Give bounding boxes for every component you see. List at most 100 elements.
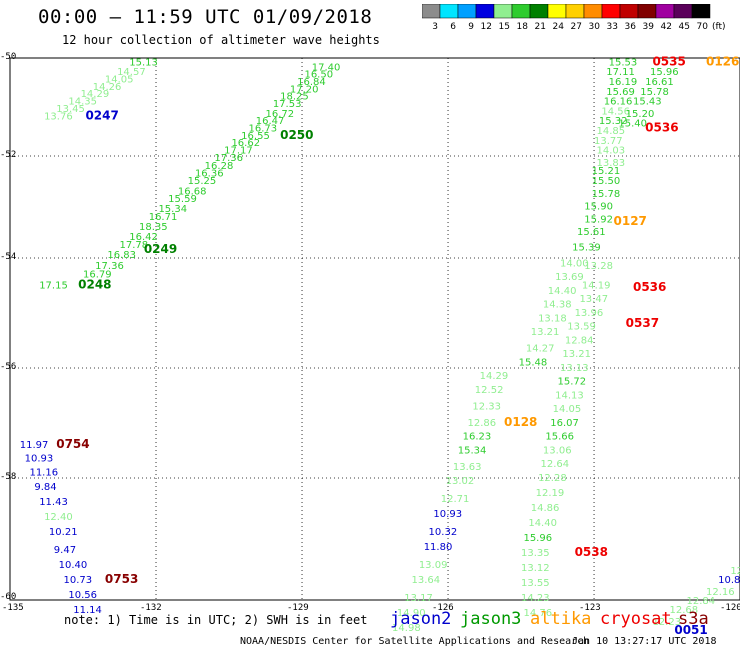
wave-height-value: 15.21 bbox=[592, 166, 621, 177]
wave-height-value: 14.40 bbox=[528, 518, 557, 529]
observation-layer: 15.1314.5714.0514.2614.2914.3513.4513.76… bbox=[20, 54, 740, 637]
wave-height-value: 10.93 bbox=[25, 454, 54, 465]
wave-height-value: 15.20 bbox=[626, 109, 655, 120]
wave-height-value: 14.29 bbox=[480, 371, 509, 382]
pass-time-label: 0128 bbox=[504, 415, 537, 429]
wave-height-value: 16.50 bbox=[304, 70, 333, 81]
wave-height-value: 12.86 bbox=[467, 418, 496, 429]
scale-label: 30 bbox=[589, 22, 601, 32]
wave-height-value: 17.36 bbox=[214, 153, 243, 164]
wave-height-value: 17.20 bbox=[290, 84, 319, 95]
scale-label: 24 bbox=[553, 22, 565, 32]
pass-time-label: 0535 bbox=[652, 54, 685, 68]
lon-label-120: -120 bbox=[720, 603, 740, 613]
credit-line: NOAA/NESDIS Center for Satellite Applica… bbox=[240, 636, 590, 647]
wave-height-value: 15.43 bbox=[633, 97, 662, 108]
wave-height-value: 16.47 bbox=[256, 116, 285, 127]
wave-height-value: 16.07 bbox=[550, 418, 579, 429]
wave-height-value: 12.16 bbox=[706, 587, 735, 598]
scale-label: 27 bbox=[571, 22, 582, 32]
footer-note: note: 1) Time is in UTC; 2) SWH is in fe… bbox=[64, 613, 368, 627]
wave-height-value: 13.69 bbox=[555, 272, 584, 283]
wave-height-value: 14.27 bbox=[526, 344, 555, 355]
pass-time-label: 0536 bbox=[633, 280, 666, 294]
scale-label: 21 bbox=[535, 22, 546, 32]
lon-label-132: -132 bbox=[140, 603, 162, 613]
lon-label-126: -126 bbox=[432, 603, 454, 613]
wave-height-value: 13.21 bbox=[531, 327, 560, 338]
wave-height-value: 14.19 bbox=[582, 280, 611, 291]
wave-height-value: 16.23 bbox=[463, 432, 492, 443]
wave-height-value: 16.55 bbox=[241, 131, 270, 142]
wave-height-value: 15.59 bbox=[168, 194, 197, 205]
lat-label-50: -50 bbox=[0, 52, 17, 62]
lat-label-58: -58 bbox=[0, 472, 17, 482]
wave-height-value: 15.92 bbox=[584, 214, 613, 225]
wave-height-value: 17.11 bbox=[606, 67, 635, 78]
wave-height-value: 13.47 bbox=[579, 294, 608, 305]
pass-time-label: 0250 bbox=[280, 128, 313, 142]
wave-height-value: 13.76 bbox=[44, 111, 73, 122]
scale-label: 6 bbox=[450, 22, 456, 32]
wave-height-value: 13.06 bbox=[543, 445, 572, 456]
wave-height-value: 14.56 bbox=[601, 106, 630, 117]
wave-height-value: 16.28 bbox=[205, 161, 234, 172]
pass-time-label: 0536 bbox=[645, 121, 678, 135]
wave-height-value: 14.26 bbox=[93, 82, 122, 93]
wave-height-value: 10.93 bbox=[433, 509, 462, 520]
wave-height-value: 13.21 bbox=[562, 349, 591, 360]
pass-time-label: 0753 bbox=[105, 572, 138, 586]
wave-height-value: 14.57 bbox=[117, 67, 146, 78]
wave-height-value: 14.29 bbox=[81, 89, 110, 100]
wave-height-value: 12.64 bbox=[541, 459, 570, 470]
wave-height-value: 15.13 bbox=[129, 57, 158, 68]
wave-height-value: 12.84 bbox=[687, 596, 716, 607]
wave-height-value: 15.96 bbox=[523, 533, 552, 544]
wave-height-value: 13.09 bbox=[419, 560, 448, 571]
wave-height-value: 15.61 bbox=[577, 227, 606, 238]
wave-height-value: 16.36 bbox=[195, 168, 224, 179]
wave-height-value: 15.50 bbox=[592, 176, 621, 187]
pass-time-label: 0537 bbox=[626, 316, 659, 330]
map-subtitle: 12 hour collection of altimeter wave hei… bbox=[62, 33, 380, 47]
wave-height-value: 12 bbox=[730, 566, 740, 577]
wave-height-value: 14.05 bbox=[553, 404, 582, 415]
pass-time-label: 0248 bbox=[78, 277, 111, 291]
lon-label-135: -135 bbox=[2, 603, 24, 613]
lat-label-60: -60 bbox=[0, 592, 17, 602]
wave-height-value: 11.80 bbox=[424, 542, 453, 553]
wave-height-value: 13.28 bbox=[584, 261, 613, 272]
wave-height-value: 10.73 bbox=[64, 575, 93, 586]
wave-height-value: 16.16 bbox=[604, 97, 633, 108]
wave-height-value: 13.55 bbox=[521, 578, 550, 589]
wave-height-value: 16.73 bbox=[248, 124, 277, 135]
wave-height-value: 11.14 bbox=[73, 605, 102, 616]
wave-height-value: 14.86 bbox=[531, 503, 560, 514]
wave-height-value: 17.53 bbox=[273, 99, 302, 110]
lat-lon-grid bbox=[10, 58, 740, 600]
lat-label-54: -54 bbox=[0, 252, 17, 262]
wave-height-value: 13.64 bbox=[412, 575, 441, 586]
pass-time-label: 0126 bbox=[706, 54, 739, 68]
wave-height-value: 13.12 bbox=[521, 563, 550, 574]
wave-height-value: 16.68 bbox=[178, 186, 207, 197]
wave-height-value: 14.40 bbox=[548, 286, 577, 297]
wave-height-value: 11.16 bbox=[29, 467, 58, 478]
lat-label-56: -56 bbox=[0, 362, 17, 372]
scale-label: 42 bbox=[661, 22, 672, 32]
wave-height-value: 16.42 bbox=[129, 232, 158, 243]
scale-label: 39 bbox=[643, 22, 655, 32]
wave-height-value: 14.76 bbox=[523, 608, 552, 619]
scale-label: 3 bbox=[432, 22, 438, 32]
wave-height-value: 17.40 bbox=[312, 62, 341, 73]
wave-height-value: 13.18 bbox=[538, 313, 567, 324]
wave-height-value: 16.72 bbox=[266, 109, 295, 120]
wave-height-value: 12.68 bbox=[669, 605, 698, 616]
wave-height-value: 14.00 bbox=[560, 258, 589, 269]
wave-height-value: 10.32 bbox=[429, 527, 458, 538]
wave-height-value: 13.13 bbox=[560, 363, 589, 374]
pass-time-label: 0127 bbox=[614, 214, 647, 228]
pass-time-label: 0538 bbox=[575, 545, 608, 559]
pass-time-label: 0249 bbox=[144, 242, 177, 256]
